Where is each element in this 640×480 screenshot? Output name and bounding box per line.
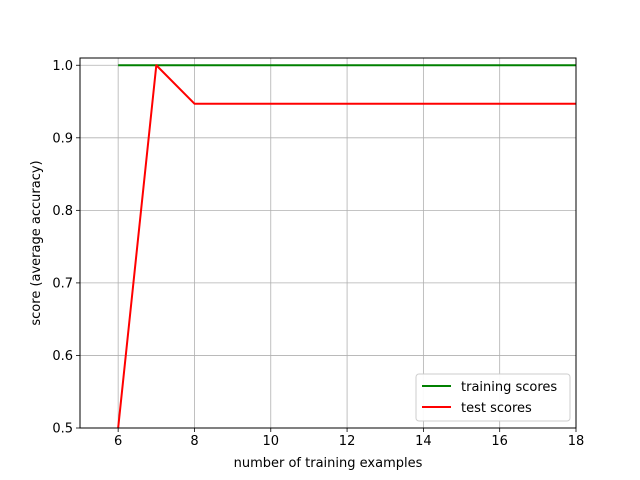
x-tick-label: 14 bbox=[415, 434, 432, 449]
x-tick-label: 8 bbox=[190, 434, 198, 449]
series-layer bbox=[117, 64, 576, 428]
y-tick-label: 0.7 bbox=[52, 276, 73, 291]
x-tick-label: 10 bbox=[262, 434, 279, 449]
y-tick-label: 0.8 bbox=[52, 204, 73, 219]
legend-label-training-scores: training scores bbox=[461, 380, 557, 395]
plot-area bbox=[80, 58, 576, 428]
ticks: 6 8 10 12 14 16 18 0.5 0.6 0.7 0.8 0.9 1.0 bbox=[52, 59, 584, 449]
x-tick-label: 18 bbox=[568, 434, 585, 449]
x-tick-label: 12 bbox=[339, 434, 356, 449]
plot-frame bbox=[79, 57, 577, 429]
y-tick-label: 1.0 bbox=[52, 59, 73, 74]
y-axis-label: score (average accuracy) bbox=[29, 160, 44, 325]
y-tick-label: 0.9 bbox=[52, 131, 73, 146]
y-tick-label: 0.5 bbox=[52, 422, 73, 437]
x-tick-label: 6 bbox=[114, 434, 122, 449]
legend-box bbox=[415, 373, 571, 422]
y-tick-label: 0.6 bbox=[52, 349, 73, 364]
x-axis-label: number of training examples bbox=[234, 456, 423, 471]
legend: training scores test scores bbox=[415, 373, 571, 422]
legend-label-test-scores: test scores bbox=[461, 401, 532, 416]
x-tick-label: 16 bbox=[491, 434, 508, 449]
series-line-test-scores bbox=[117, 64, 576, 428]
